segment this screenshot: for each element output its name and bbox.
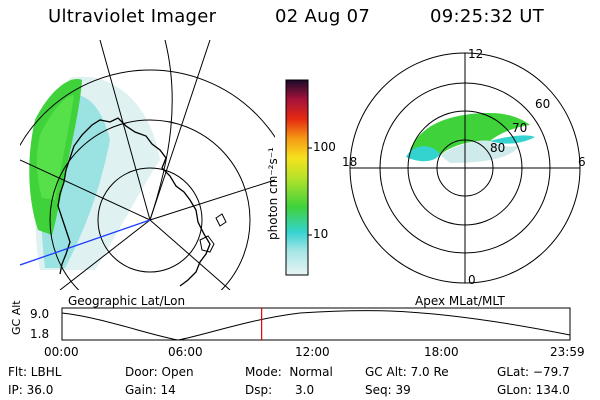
polar-aurora-edge: [406, 135, 535, 162]
mlt-label-18: 18: [342, 155, 358, 169]
time-tick-0000: 00:00: [44, 345, 79, 359]
date-label: 02 Aug 07: [275, 6, 371, 27]
mlt-label-0: 0: [468, 273, 476, 287]
geographic-caption: Geographic Lat/Lon: [68, 294, 186, 308]
coastline-islands: [199, 213, 227, 253]
ip-readout: IP: 36.0: [8, 383, 54, 397]
time-tick-0600: 06:00: [168, 345, 203, 359]
magnetic-caption: Apex MLat/MLT: [415, 294, 505, 308]
geographic-map-panel: [0, 40, 275, 290]
gain-readout: Gain: 14: [125, 383, 176, 397]
mlt-label-6: 6: [578, 155, 586, 169]
geographic-lat-readout: GLat: −79.7: [497, 365, 570, 379]
time-tick-1800: 18:00: [424, 345, 459, 359]
colorbar-tick-10: 10: [313, 227, 329, 241]
latitude-circles: [20, 69, 275, 290]
colorbar-tick-100: 100: [313, 140, 336, 154]
coastline: [57, 117, 211, 287]
aurora-core: [36, 95, 74, 200]
mlat-label-80: 80: [490, 141, 506, 155]
magnetic-polar-panel: 12 18 6 0 60 70 80: [340, 45, 590, 290]
time-tick-2359: 23:59: [550, 345, 585, 359]
app-title: Ultraviolet Imager: [48, 6, 217, 27]
mode-readout: Mode: Normal: [245, 365, 333, 379]
altitude-plot-frame: [61, 307, 571, 341]
polar-haze: [440, 140, 520, 163]
dsp-readout: Dsp: 3.0: [245, 383, 315, 397]
colorbar: photon cm⁻²s⁻¹ 100 10: [250, 70, 336, 285]
altitude-curve: [61, 310, 571, 341]
time-label: 09:25:32 UT: [430, 6, 545, 27]
door-readout: Door: Open: [125, 365, 194, 379]
altitude-tick-9: 9.0: [30, 307, 50, 321]
mlt-label-12: 12: [468, 47, 484, 61]
geographic-lon-readout: GLon: 134.0: [497, 383, 570, 397]
altitude-tick-1-8: 1.8: [30, 327, 50, 341]
mlat-label-60: 60: [535, 97, 551, 111]
gc-altitude-readout: GC Alt: 7.0 Re: [365, 365, 449, 379]
colorbar-scale: [285, 79, 309, 276]
time-tick-1200: 12:00: [295, 345, 330, 359]
blue-track-line: [20, 219, 151, 266]
mlat-label-70: 70: [512, 121, 528, 135]
geographic-map: [20, 40, 275, 290]
altitude-strip: GC Alt 9.0 1.8 00:00 06:00 12:00 18:00 2…: [0, 300, 600, 360]
magnetic-polar-plot: [349, 52, 581, 284]
meridians: [20, 40, 275, 290]
sequence-readout: Seq: 39: [365, 383, 411, 397]
filter-readout: Flt: LBHL: [8, 365, 62, 379]
